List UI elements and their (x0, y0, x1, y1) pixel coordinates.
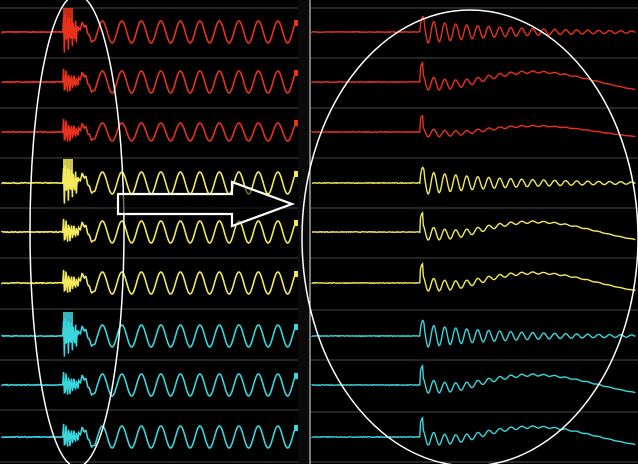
waveform-trace (1, 318, 297, 357)
waveform-trace (311, 166, 636, 196)
channel-marker (294, 324, 298, 330)
right-waveform-panel (299, 7, 638, 463)
waveform-trace (311, 416, 636, 446)
waveform-trace (311, 262, 636, 292)
burst-fill (63, 312, 73, 336)
waveform-trace (1, 269, 297, 295)
waveform-trace (1, 68, 297, 94)
waveform-trace (311, 211, 636, 241)
channel-marker (294, 171, 298, 177)
left-waveform-panel (0, 7, 298, 463)
waveform-trace (311, 319, 636, 349)
channel-marker (294, 271, 298, 277)
waveform-trace (1, 14, 297, 53)
burst-fill (63, 159, 73, 183)
waveform-trace (311, 364, 636, 394)
panel-divider (298, 0, 310, 464)
left-highlight-ellipse (29, 0, 125, 464)
annotation-overlay (29, 0, 638, 464)
right-highlight-ellipse (301, 9, 638, 464)
channel-marker (294, 373, 298, 379)
waveform-trace (1, 218, 297, 244)
channel-marker (294, 425, 298, 431)
right-arrow-icon (116, 180, 296, 228)
waveform-trace (311, 15, 636, 45)
channel-marker (294, 70, 298, 76)
channel-marker (294, 220, 298, 226)
channel-marker (294, 20, 298, 26)
channel-marker (294, 120, 298, 126)
waveform-trace (311, 61, 636, 91)
waveform-trace (1, 371, 297, 397)
burst-fill (63, 8, 73, 32)
waveform-trace (1, 423, 297, 449)
waveform-trace (311, 114, 636, 138)
waveform-trace (1, 118, 297, 142)
